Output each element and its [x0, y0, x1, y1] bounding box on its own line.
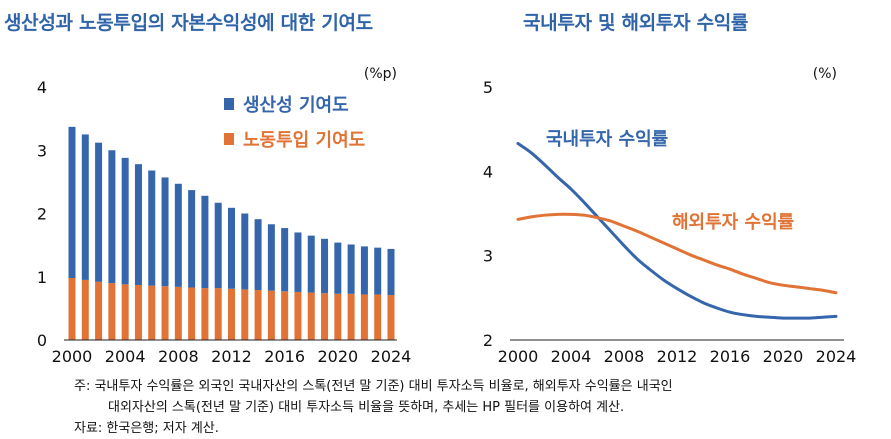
productivity-bar: [68, 126, 76, 279]
left-x-tick-label: 2004: [105, 347, 146, 366]
labor-bar: [254, 290, 262, 340]
legend-label-labor: 노동투입 기여도: [243, 129, 365, 151]
domestic-series-label: 국내투자 수익률: [546, 129, 668, 150]
labor-bar: [121, 284, 129, 340]
labor-bar: [321, 293, 329, 340]
productivity-bar: [134, 164, 142, 285]
labor-bar: [214, 288, 222, 340]
labor-bar: [188, 287, 196, 340]
left-y-tick-label: 1: [37, 268, 47, 287]
productivity-bar: [161, 177, 169, 287]
legend-swatch-labor: [224, 133, 234, 145]
labor-bar: [387, 295, 395, 340]
productivity-bar: [267, 224, 275, 291]
right-x-tick-label: 2020: [763, 347, 804, 366]
productivity-bar: [121, 157, 129, 285]
left-y-tick-label: 3: [37, 141, 47, 160]
labor-bar: [334, 293, 342, 340]
productivity-bar: [334, 242, 342, 294]
productivity-bar: [321, 238, 329, 294]
labor-bar: [267, 290, 275, 340]
productivity-bar: [294, 232, 302, 292]
right-x-tick-label: 2012: [657, 347, 698, 366]
left-x-tick-label: 2016: [264, 347, 305, 366]
productivity-bar: [108, 150, 116, 284]
productivity-bar: [95, 142, 103, 282]
right-x-tick-label: 2024: [816, 347, 857, 366]
labor-bar: [108, 283, 116, 340]
foreign-series-label: 해외투자 수익률: [672, 212, 794, 233]
productivity-bar: [148, 170, 156, 286]
right-unit-label: (%): [813, 66, 837, 82]
productivity-bar: [387, 248, 395, 296]
footnote-line-2: 대외자산의 스톡(전년 말 기준) 대비 투자소득 비율을 뜻하며, 추세는 H…: [108, 400, 625, 415]
productivity-bar: [254, 219, 262, 291]
productivity-bar: [228, 207, 235, 289]
productivity-bar: [307, 235, 315, 293]
left-y-tick-label: 0: [37, 331, 47, 350]
labor-bar: [294, 291, 302, 340]
productivity-bar: [201, 195, 209, 289]
left-x-tick-label: 2020: [317, 347, 358, 366]
left-x-tick-label: 2012: [211, 347, 252, 366]
labor-bar: [228, 288, 235, 340]
left-x-tick-label: 2008: [158, 347, 199, 366]
labor-bar: [307, 292, 315, 340]
labor-bar: [148, 285, 156, 340]
productivity-bar: [347, 244, 355, 294]
left-y-tick-label: 2: [37, 205, 47, 224]
left-unit-label: (%p): [364, 66, 397, 82]
left-x-tick-label: 2000: [52, 347, 93, 366]
foreign-line: [516, 212, 838, 295]
left-x-tick-label: 2024: [371, 347, 412, 366]
labor-bar: [81, 279, 89, 340]
right-x-tick-label: 2000: [498, 347, 539, 366]
labor-bar: [134, 284, 142, 340]
labor-bar: [374, 294, 382, 340]
legend-swatch-productivity: [224, 98, 234, 110]
source-note: 자료: 한국은행; 저자 계산.: [74, 421, 219, 436]
productivity-bar: [374, 247, 382, 295]
left-chart-title: 생산성과 노동투입의 자본수익성에 대한 기여도: [4, 12, 373, 34]
labor-bar: [281, 291, 289, 340]
right-y-tick-label: 5: [483, 78, 493, 97]
labor-bar: [201, 288, 209, 340]
labor-bar: [68, 278, 76, 340]
right-x-tick-label: 2008: [604, 347, 645, 366]
right-y-tick-label: 2: [483, 331, 493, 350]
productivity-bar: [281, 228, 289, 292]
right-y-tick-label: 4: [483, 162, 493, 181]
productivity-bar: [188, 190, 196, 288]
left-y-tick-label: 4: [37, 78, 47, 97]
labor-bar: [174, 286, 182, 340]
legend-label-productivity: 생산성 기여도: [243, 95, 349, 116]
right-y-tick-label: 3: [483, 247, 493, 266]
productivity-bar: [241, 213, 249, 290]
domestic-line: [516, 142, 838, 320]
productivity-bar: [174, 183, 182, 287]
right-x-tick-label: 2004: [551, 347, 592, 366]
productivity-bar: [214, 202, 222, 289]
footnote-line-1: 주: 국내투자 수익률은 외국인 국내자산의 스톡(전년 말 기준) 대비 투자…: [74, 379, 673, 394]
labor-bar: [95, 281, 103, 340]
labor-bar: [360, 294, 368, 340]
productivity-bar: [81, 134, 89, 280]
right-chart-title: 국내투자 및 해외투자 수익률: [523, 12, 749, 34]
labor-bar: [241, 289, 249, 340]
labor-bar: [161, 286, 169, 340]
right-x-tick-label: 2016: [710, 347, 751, 366]
labor-bar: [347, 293, 355, 340]
productivity-bar: [360, 246, 368, 295]
